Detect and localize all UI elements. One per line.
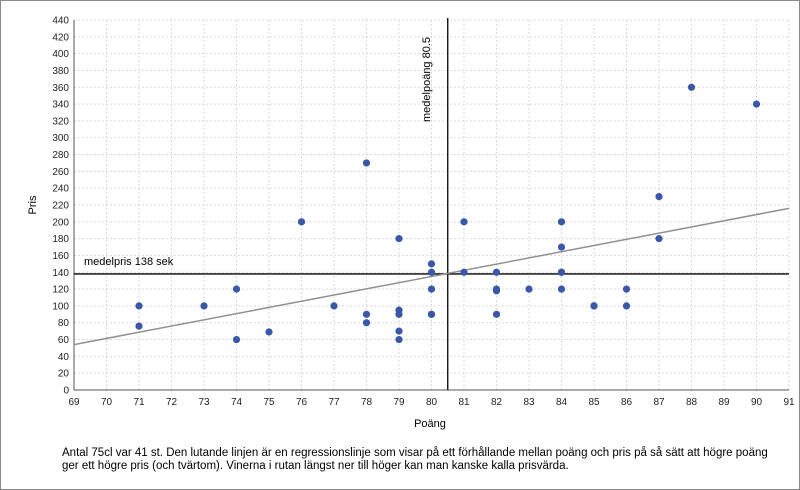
x-tick-label: 78	[361, 397, 373, 408]
x-tick-label: 91	[783, 397, 795, 408]
data-point	[135, 322, 143, 330]
data-points	[135, 83, 761, 344]
data-point	[590, 302, 598, 310]
x-tick-label: 88	[686, 397, 698, 408]
y-tick-label: 140	[52, 268, 69, 279]
data-point	[362, 319, 371, 327]
y-tick-label: 80	[58, 318, 70, 329]
data-point	[687, 83, 696, 91]
data-point	[395, 235, 403, 243]
y-tick-label: 240	[52, 184, 69, 195]
data-point	[752, 100, 761, 108]
data-point	[395, 335, 403, 344]
data-point	[622, 302, 631, 310]
data-point	[557, 268, 566, 276]
x-tick-label: 71	[133, 397, 145, 408]
x-tick-label: 83	[523, 397, 535, 408]
x-tick-label: 73	[198, 397, 210, 408]
data-point	[297, 218, 306, 226]
x-tick-label: 74	[231, 397, 243, 408]
grid-lines	[73, 19, 790, 391]
x-axis-title: Poäng	[414, 418, 446, 430]
y-tick-label: 300	[52, 133, 69, 144]
x-tick-label: 90	[751, 397, 763, 408]
y-tick-label: 60	[58, 335, 70, 346]
x-tick-label: 79	[393, 397, 405, 408]
data-point	[492, 310, 501, 318]
y-axis-title: Pris	[27, 195, 39, 214]
x-tick-label: 85	[588, 397, 600, 408]
data-point	[232, 285, 241, 293]
x-tick-label: 69	[68, 397, 80, 408]
y-tick-label: 360	[52, 83, 69, 94]
x-tick-label: 75	[263, 397, 275, 408]
y-tick-label: 160	[52, 251, 69, 262]
x-tick-label: 80	[426, 397, 438, 408]
x-tick-label: 86	[621, 397, 633, 408]
y-tick-label: 200	[52, 217, 69, 228]
data-point	[362, 159, 371, 167]
data-point	[265, 328, 273, 336]
data-point	[557, 243, 566, 251]
data-point	[330, 302, 338, 310]
data-point	[232, 335, 241, 344]
y-tick-label: 40	[58, 352, 70, 363]
data-point	[427, 310, 436, 318]
y-tick-label: 260	[52, 167, 69, 178]
data-point	[525, 285, 533, 293]
x-tick-label: 84	[556, 397, 568, 408]
data-point	[557, 285, 566, 293]
y-tick-label: 380	[52, 66, 69, 77]
y-tick-label: 280	[52, 150, 69, 161]
x-tick-label: 87	[653, 397, 665, 408]
regression-line-path	[73, 207, 790, 346]
x-tick-label: 89	[718, 397, 730, 408]
data-point	[395, 327, 403, 335]
y-tick-label: 400	[52, 49, 69, 60]
x-tick-label: 72	[166, 397, 178, 408]
chart-caption: Antal 75cl var 41 st. Den lutande linjen…	[62, 447, 768, 472]
data-point	[135, 302, 143, 310]
y-tick-label: 120	[52, 285, 69, 296]
y-tick-label: 440	[52, 16, 69, 27]
data-point	[200, 302, 208, 310]
data-point	[492, 268, 501, 276]
scatter-chart: 0 20 40 60 80 100 120 140 160 180 200 220 240 260 280 3…	[27, 16, 795, 431]
data-point	[362, 310, 371, 318]
data-point	[492, 287, 501, 295]
data-point	[427, 260, 436, 268]
regression-line	[73, 207, 790, 346]
y-tick-label: 320	[52, 116, 69, 127]
mean-price-label: medelpris 138 sek	[84, 256, 174, 268]
y-tick-labels: 0 20 40 60 80 100 120 140 160 180 200 220 240 260 280 3…	[52, 16, 69, 397]
x-tick-label: 82	[491, 397, 503, 408]
data-point	[557, 218, 566, 226]
x-tick-label: 77	[328, 397, 340, 408]
data-point	[655, 192, 663, 201]
x-tick-label: 81	[458, 397, 470, 408]
data-point	[655, 235, 663, 243]
x-tick-label: 70	[101, 397, 113, 408]
data-point	[622, 285, 631, 293]
y-tick-label: 180	[52, 234, 69, 245]
y-tick-label: 340	[52, 100, 69, 111]
data-point	[427, 285, 436, 293]
x-tick-labels: 69 70 71 72 73 74 75 76 77 78 79 80 81 82 83 84 85 86 87 88…	[68, 397, 795, 408]
mean-score-label: medelpoäng 80.5	[421, 37, 433, 122]
x-tick-label: 76	[296, 397, 308, 408]
y-tick-label: 20	[58, 369, 70, 380]
y-tick-label: 420	[52, 32, 69, 43]
y-tick-label: 0	[63, 386, 69, 397]
y-tick-label: 220	[52, 201, 69, 212]
data-point	[460, 268, 468, 276]
data-point	[460, 218, 468, 226]
data-point	[427, 268, 436, 276]
y-tick-label: 100	[52, 301, 69, 312]
data-point	[395, 310, 403, 318]
